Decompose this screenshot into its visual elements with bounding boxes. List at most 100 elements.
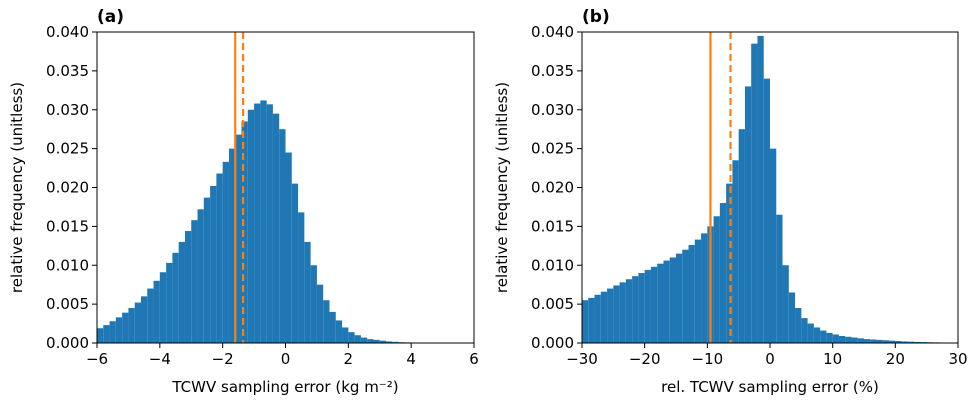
bar	[310, 265, 317, 343]
bar	[688, 245, 695, 343]
bar	[279, 129, 286, 343]
x-tick-label: 0	[765, 350, 775, 368]
y-tick-label: 0.015	[531, 217, 574, 235]
bar	[316, 284, 324, 343]
y-tick-label: 0.035	[46, 62, 89, 80]
y-axis-label: relative frequency (unitless)	[8, 82, 26, 293]
bar	[348, 332, 355, 343]
panel-title: (b)	[582, 7, 610, 27]
bar	[851, 337, 858, 343]
bar	[607, 288, 614, 343]
bar	[813, 327, 821, 343]
bar	[373, 339, 380, 343]
x-axis-label: rel. TCWV sampling error (%)	[661, 378, 879, 396]
bar	[228, 148, 236, 343]
bar	[676, 253, 683, 343]
bar	[197, 209, 204, 343]
bar	[342, 327, 349, 343]
bar	[304, 241, 311, 343]
bar	[392, 341, 399, 343]
bar	[159, 272, 167, 343]
bar	[128, 308, 135, 343]
x-tick-label: −20	[629, 350, 661, 368]
x-tick-label: 20	[886, 350, 905, 368]
bar	[210, 185, 217, 343]
bar	[845, 336, 852, 343]
bar	[776, 214, 783, 343]
bar	[235, 134, 242, 343]
bar	[360, 337, 368, 343]
x-axis-label: TCWV sampling error (kg m⁻²)	[171, 378, 398, 396]
y-tick-label: 0.005	[46, 295, 89, 313]
bar	[594, 294, 601, 343]
x-tick-label: 2	[344, 350, 354, 368]
y-tick-label: 0.020	[46, 179, 89, 197]
bar	[241, 121, 248, 343]
bar	[254, 103, 261, 343]
bar	[763, 78, 770, 344]
bar	[323, 300, 330, 343]
bar	[260, 100, 267, 343]
x-tick-label: −6	[86, 350, 108, 368]
bar	[588, 297, 595, 343]
bar	[619, 282, 626, 343]
y-tick-label: 0.000	[531, 334, 574, 352]
x-tick-label: 6	[469, 350, 479, 368]
bar	[757, 35, 764, 343]
x-tick-label: −4	[149, 350, 171, 368]
bar	[713, 216, 720, 343]
bar	[335, 320, 343, 343]
bar	[582, 300, 589, 343]
bar	[178, 241, 185, 343]
y-tick-label: 0.040	[531, 23, 574, 41]
bar	[795, 308, 802, 343]
y-tick-label: 0.010	[46, 256, 89, 274]
bar	[134, 302, 141, 343]
bar	[354, 335, 361, 343]
bar	[184, 231, 192, 343]
bar	[857, 338, 864, 343]
bar	[153, 280, 160, 343]
bar	[914, 341, 921, 343]
bar	[122, 312, 129, 343]
bar	[738, 129, 745, 343]
bar	[166, 262, 173, 343]
bar	[291, 183, 299, 343]
bar	[203, 197, 211, 343]
y-axis-label: relative frequency (unitless)	[493, 82, 511, 293]
bar	[222, 161, 229, 343]
bar	[682, 249, 689, 343]
bar	[379, 340, 387, 343]
panel-title: (a)	[97, 7, 124, 27]
x-tick-label: −2	[212, 350, 234, 368]
y-tick-label: 0.005	[531, 295, 574, 313]
y-tick-label: 0.010	[531, 256, 574, 274]
bar	[807, 323, 814, 343]
bar	[882, 340, 890, 343]
bar	[719, 203, 727, 343]
bar	[663, 260, 670, 343]
bar	[247, 109, 255, 343]
bar	[266, 104, 273, 344]
bar	[298, 212, 305, 343]
bar	[876, 339, 883, 343]
bar	[895, 341, 902, 343]
bar	[669, 257, 676, 343]
bar	[115, 317, 123, 343]
y-tick-label: 0.000	[46, 334, 89, 352]
bar	[657, 263, 664, 343]
bar	[889, 340, 896, 343]
bar	[744, 86, 752, 344]
bar	[147, 288, 154, 343]
bar	[172, 252, 179, 343]
bar	[694, 239, 702, 343]
bar	[726, 183, 733, 343]
bar	[732, 160, 739, 343]
bar	[864, 339, 871, 343]
bar	[97, 328, 104, 343]
bar	[109, 321, 116, 343]
bar	[600, 291, 608, 343]
x-tick-label: −10	[692, 350, 724, 368]
bar	[367, 339, 374, 343]
